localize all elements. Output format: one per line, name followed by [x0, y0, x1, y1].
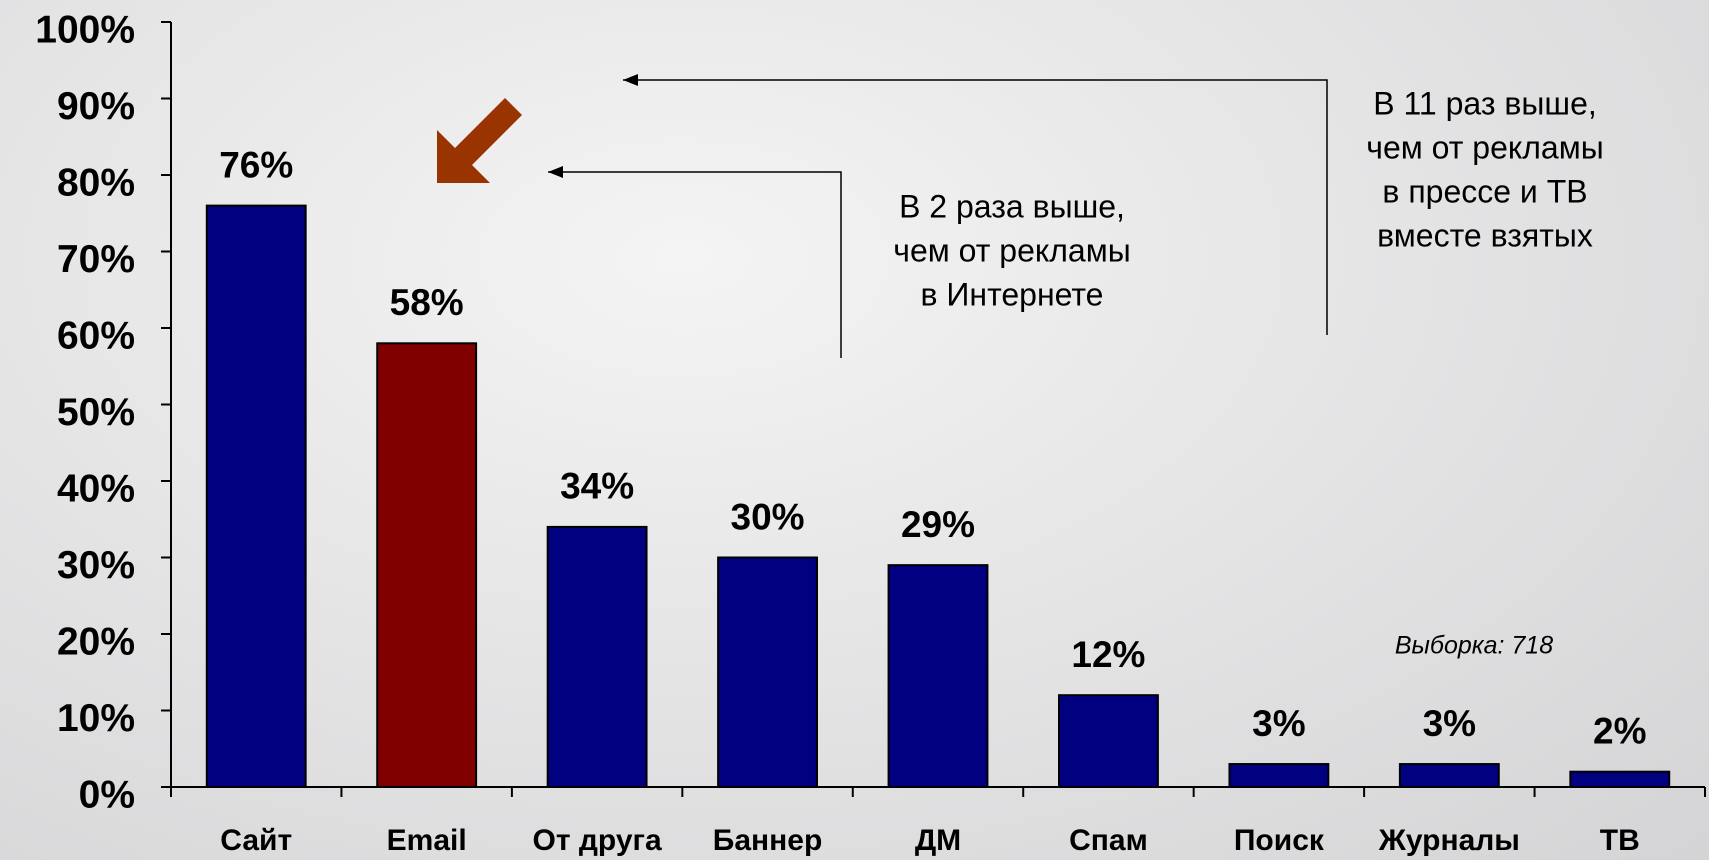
- y-tick-label: 0%: [79, 773, 135, 816]
- data-label: 2%: [1593, 710, 1646, 751]
- data-label: 3%: [1252, 703, 1305, 744]
- y-tick-label: 70%: [57, 238, 135, 281]
- data-label: 29%: [901, 504, 975, 545]
- annotation: В 2 раза выше,: [899, 188, 1125, 224]
- y-tick-label: 50%: [57, 391, 135, 434]
- annotation: вместе взятых: [1377, 217, 1593, 253]
- annotation: Выборка: 718: [1395, 632, 1553, 660]
- data-label: 76%: [219, 144, 293, 185]
- data-label: 30%: [731, 496, 805, 537]
- bar: [1569, 770, 1671, 789]
- x-tick-label: Поиск: [1234, 824, 1325, 857]
- data-label: 3%: [1423, 703, 1476, 744]
- bar: [1058, 694, 1159, 789]
- x-tick-label: ТВ: [1600, 824, 1640, 857]
- bar: [887, 564, 989, 789]
- annotation: в Интернете: [921, 276, 1104, 312]
- y-tick-label: 80%: [57, 161, 135, 204]
- x-tick-label: Баннер: [713, 824, 823, 857]
- y-tick-label: 40%: [57, 467, 135, 510]
- y-tick-label: 30%: [57, 544, 135, 587]
- y-tick-label: 20%: [57, 620, 135, 663]
- y-tick-label: 60%: [57, 314, 135, 357]
- y-tick-label: 90%: [57, 85, 135, 128]
- bar: [1228, 763, 1330, 788]
- annotation-arrow: [548, 166, 842, 358]
- bar: [1398, 763, 1500, 788]
- x-tick-label: Журналы: [1378, 824, 1520, 857]
- data-label: 34%: [560, 466, 634, 507]
- bar: [546, 525, 648, 789]
- x-tick-label: Email: [387, 824, 467, 857]
- bar: [717, 556, 818, 788]
- highlight-arrow: [437, 98, 522, 183]
- data-label: 12%: [1071, 634, 1145, 675]
- x-tick-label: Сайт: [220, 824, 292, 857]
- annotation: в прессе и ТВ: [1382, 173, 1587, 209]
- annotation-arrow: [623, 74, 1328, 335]
- bar: [205, 204, 307, 789]
- y-tick-label: 10%: [57, 697, 135, 740]
- y-tick-label: 100%: [35, 8, 135, 51]
- bar: [376, 342, 478, 788]
- x-tick-label: ДМ: [915, 824, 961, 857]
- data-label: 58%: [390, 282, 464, 323]
- annotation: чем от рекламы: [893, 232, 1130, 268]
- annotation: чем от рекламы: [1366, 129, 1603, 165]
- annotation: В 11 раз выше,: [1373, 85, 1597, 121]
- x-tick-label: Спам: [1069, 824, 1148, 857]
- x-tick-label: От друга: [533, 824, 663, 857]
